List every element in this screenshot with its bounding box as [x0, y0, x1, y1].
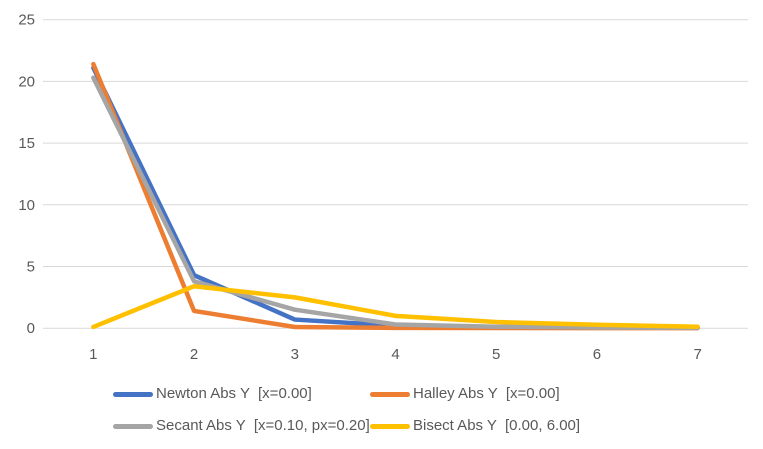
- legend-item-secant: Secant Abs Y [x=0.10, px=0.20]: [113, 418, 370, 434]
- legend-item-newton: Newton Abs Y [x=0.00]: [113, 386, 312, 402]
- series-line-3: [91, 283, 700, 330]
- legend-label-secant: Secant Abs Y [x=0.10, px=0.20]: [156, 417, 370, 434]
- y-axis-tick-label: 0: [27, 320, 35, 337]
- x-axis-tick-label: 2: [190, 346, 198, 363]
- plot-area: 0 5 10 15 20 25 1 2 3 4 5 6 7: [18, 12, 748, 363]
- x-axis-tick-label: 5: [492, 346, 500, 363]
- y-axis-tick-label: 20: [18, 73, 35, 90]
- y-axis-tick-label: 5: [27, 259, 35, 276]
- legend-item-bisect: Bisect Abs Y [0.00, 6.00]: [370, 418, 580, 434]
- x-axis-tick-label: 6: [593, 346, 601, 363]
- legend-item-halley: Halley Abs Y [x=0.00]: [370, 386, 560, 402]
- x-axis-tick-label: 1: [89, 346, 97, 363]
- y-axis-tick-label: 25: [18, 12, 35, 29]
- x-axis-tick-label: 4: [391, 346, 399, 363]
- x-axis-tick-label: 3: [291, 346, 299, 363]
- series-line-2: [91, 75, 700, 331]
- legend-marker-bisect: [370, 423, 410, 429]
- legend-label-bisect: Bisect Abs Y [0.00, 6.00]: [413, 417, 581, 434]
- legend-marker-halley: [370, 391, 410, 397]
- legend-label-halley: Halley Abs Y [x=0.00]: [413, 385, 560, 402]
- legend-marker-newton: [113, 391, 153, 397]
- x-axis-tick-label: 7: [693, 346, 701, 363]
- legend-label-newton: Newton Abs Y [x=0.00]: [156, 385, 312, 402]
- y-axis-tick-label: 10: [18, 197, 35, 214]
- y-axis-tick-label: 15: [18, 135, 35, 152]
- legend-marker-secant: [113, 423, 153, 429]
